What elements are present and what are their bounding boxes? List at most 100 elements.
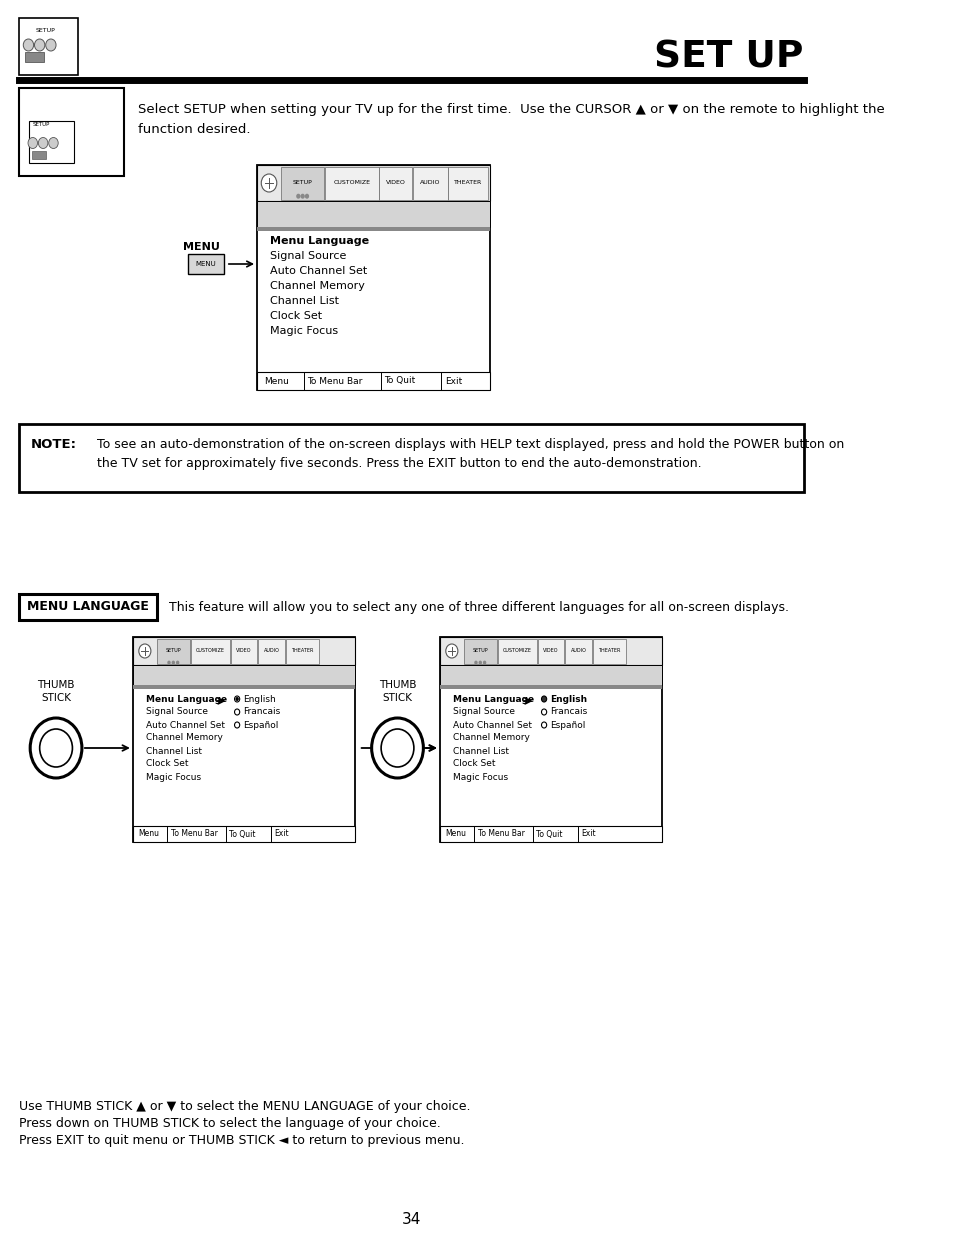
Circle shape <box>305 194 309 199</box>
Text: CUSTOMIZE: CUSTOMIZE <box>195 648 225 653</box>
Bar <box>325 167 378 200</box>
Bar <box>31 151 46 159</box>
Bar <box>463 638 497 664</box>
Text: Menu: Menu <box>138 830 159 839</box>
Circle shape <box>46 40 56 51</box>
Text: Channel Memory: Channel Memory <box>270 282 364 291</box>
Text: Channel List: Channel List <box>453 746 508 756</box>
Circle shape <box>235 697 238 701</box>
Text: To Menu Bar: To Menu Bar <box>477 830 524 839</box>
Bar <box>448 167 488 200</box>
Text: SETUP: SETUP <box>35 28 55 33</box>
Circle shape <box>38 137 48 148</box>
Circle shape <box>482 661 486 664</box>
Text: Exit: Exit <box>274 830 289 839</box>
Circle shape <box>295 194 300 199</box>
Text: NOTE:: NOTE: <box>31 438 77 451</box>
Bar <box>256 165 489 201</box>
Text: To Quit: To Quit <box>229 830 255 839</box>
Text: English: English <box>550 694 587 704</box>
Circle shape <box>261 174 276 191</box>
Text: Press EXIT to quit menu or THUMB STICK ◄ to return to previous menu.: Press EXIT to quit menu or THUMB STICK ◄… <box>19 1134 464 1147</box>
Circle shape <box>172 661 174 664</box>
Text: THEATER: THEATER <box>598 648 620 653</box>
Bar <box>564 638 592 664</box>
Bar <box>19 594 156 620</box>
Text: Magic Focus: Magic Focus <box>453 773 507 782</box>
Bar <box>19 424 802 492</box>
Bar <box>413 167 447 200</box>
Bar <box>132 637 355 664</box>
Text: Signal Source: Signal Source <box>146 708 208 716</box>
Text: Press down on THUMB STICK to select the language of your choice.: Press down on THUMB STICK to select the … <box>19 1116 440 1130</box>
Text: AUDIO: AUDIO <box>570 648 586 653</box>
Circle shape <box>300 194 305 199</box>
Circle shape <box>372 718 423 778</box>
Bar <box>286 638 318 664</box>
Text: This feature will allow you to select any one of three different languages for a: This feature will allow you to select an… <box>169 600 788 614</box>
Text: Español: Español <box>243 720 278 730</box>
Circle shape <box>234 697 239 701</box>
Bar <box>132 637 355 842</box>
Text: SETUP: SETUP <box>32 122 50 127</box>
Text: Exit: Exit <box>580 830 596 839</box>
Text: SETUP: SETUP <box>165 648 181 653</box>
Text: MENU LANGUAGE: MENU LANGUAGE <box>27 600 149 614</box>
Text: Channel List: Channel List <box>146 746 201 756</box>
Text: Clock Set: Clock Set <box>453 760 495 768</box>
Text: Magic Focus: Magic Focus <box>146 773 201 782</box>
Text: Menu Language: Menu Language <box>270 236 369 246</box>
Bar <box>439 685 661 689</box>
Bar <box>439 637 661 842</box>
Circle shape <box>380 729 414 767</box>
Text: AUDIO: AUDIO <box>263 648 279 653</box>
Bar <box>132 664 355 685</box>
Text: Francais: Francais <box>550 708 587 716</box>
Circle shape <box>23 40 33 51</box>
Circle shape <box>40 729 72 767</box>
Bar <box>379 167 412 200</box>
Text: VIDEO: VIDEO <box>236 648 252 653</box>
Bar <box>439 664 661 685</box>
Circle shape <box>139 643 151 658</box>
Circle shape <box>541 709 546 715</box>
Text: THUMB: THUMB <box>37 680 74 690</box>
Text: Use THUMB STICK ▲ or ▼ to select the MENU LANGUAGE of your choice.: Use THUMB STICK ▲ or ▼ to select the MEN… <box>19 1100 470 1113</box>
Circle shape <box>541 697 546 701</box>
Text: Francais: Francais <box>243 708 280 716</box>
Text: SETUP: SETUP <box>472 648 488 653</box>
Text: THEATER: THEATER <box>454 180 482 185</box>
Text: SETUP: SETUP <box>293 180 313 185</box>
Text: Auto Channel Set: Auto Channel Set <box>146 720 225 730</box>
Text: Magic Focus: Magic Focus <box>270 326 337 336</box>
Bar <box>191 638 230 664</box>
Bar <box>439 637 661 664</box>
Text: CUSTOMIZE: CUSTOMIZE <box>502 648 532 653</box>
Bar <box>132 685 355 689</box>
Circle shape <box>445 643 457 658</box>
Circle shape <box>478 661 481 664</box>
Circle shape <box>234 709 239 715</box>
Text: Channel Memory: Channel Memory <box>453 734 529 742</box>
Circle shape <box>474 661 477 664</box>
Text: Auto Channel Set: Auto Channel Set <box>270 266 367 275</box>
Text: AUDIO: AUDIO <box>419 180 440 185</box>
Text: SET UP: SET UP <box>654 40 802 77</box>
Circle shape <box>175 661 179 664</box>
Bar <box>256 165 489 390</box>
Bar <box>593 638 625 664</box>
Text: VIDEO: VIDEO <box>385 180 405 185</box>
Text: Español: Español <box>550 720 585 730</box>
Text: Channel Memory: Channel Memory <box>146 734 222 742</box>
Text: VIDEO: VIDEO <box>542 648 558 653</box>
Text: Menu Language: Menu Language <box>146 694 227 704</box>
Text: To Quit: To Quit <box>384 377 416 385</box>
Bar <box>256 227 489 231</box>
Circle shape <box>34 40 45 51</box>
Bar <box>188 254 224 274</box>
Text: Auto Channel Set: Auto Channel Set <box>453 720 531 730</box>
Text: Channel List: Channel List <box>270 296 338 306</box>
Bar <box>30 121 74 163</box>
Text: English: English <box>243 694 275 704</box>
Bar <box>281 167 324 200</box>
